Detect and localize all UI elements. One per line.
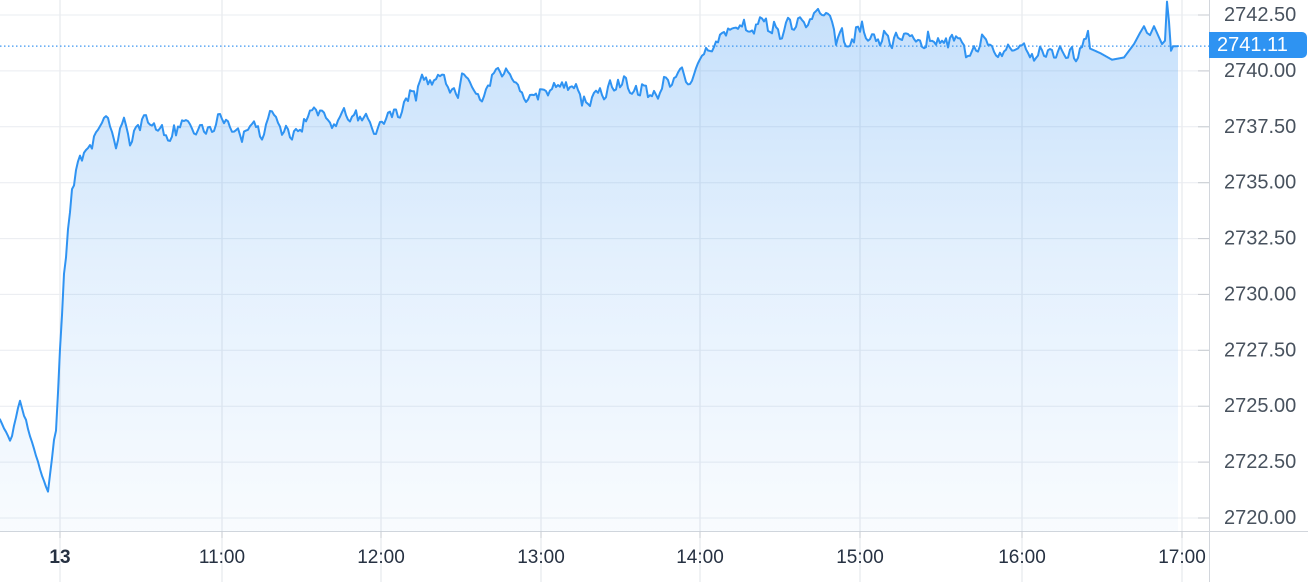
svg-text:2730.00: 2730.00 <box>1224 283 1296 305</box>
svg-text:2720.00: 2720.00 <box>1224 507 1296 529</box>
svg-text:2737.50: 2737.50 <box>1224 116 1296 138</box>
svg-text:15:00: 15:00 <box>836 547 884 568</box>
svg-text:16:00: 16:00 <box>998 547 1046 568</box>
svg-text:13: 13 <box>49 547 70 568</box>
svg-text:2742.50: 2742.50 <box>1224 4 1296 26</box>
svg-text:2727.50: 2727.50 <box>1224 339 1296 361</box>
svg-text:2725.00: 2725.00 <box>1224 395 1296 417</box>
svg-text:17:00: 17:00 <box>1158 547 1206 568</box>
svg-text:2740.00: 2740.00 <box>1224 60 1296 82</box>
svg-text:11:00: 11:00 <box>199 547 245 568</box>
svg-text:14:00: 14:00 <box>676 547 724 568</box>
svg-text:2732.50: 2732.50 <box>1224 228 1296 250</box>
svg-text:2722.50: 2722.50 <box>1224 451 1296 473</box>
svg-text:2735.00: 2735.00 <box>1224 172 1296 194</box>
svg-text:12:00: 12:00 <box>357 547 405 568</box>
svg-text:13:00: 13:00 <box>517 547 565 568</box>
